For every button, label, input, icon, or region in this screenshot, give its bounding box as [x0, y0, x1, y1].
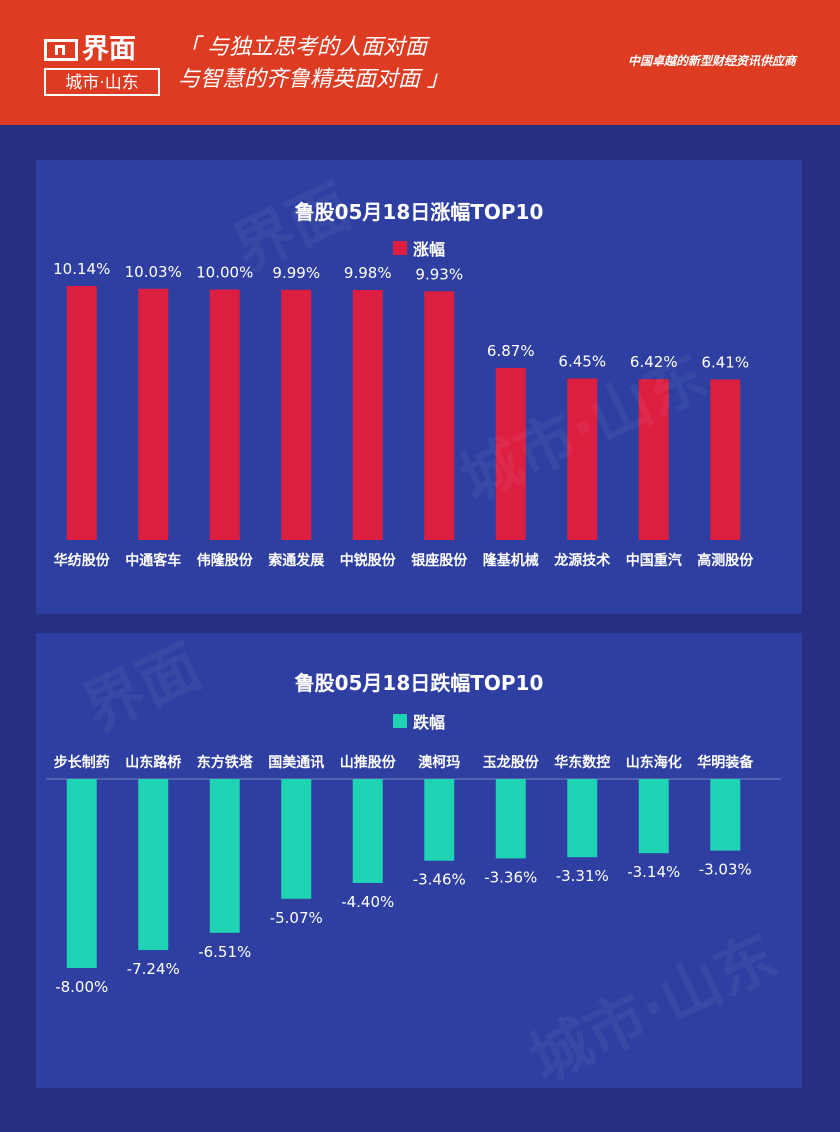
loss-bar	[209, 779, 240, 933]
gain-legend-label: 涨幅	[412, 240, 445, 259]
loss-bar	[281, 779, 312, 899]
loss-data-label: -5.07%	[270, 909, 323, 927]
loss-bar	[495, 779, 526, 859]
loss-category-label: 华明装备	[697, 754, 754, 771]
gain-bar	[209, 289, 240, 540]
gain-bar	[567, 378, 598, 540]
gain-legend-swatch	[392, 241, 407, 255]
loss-category-label: 东方铁塔	[197, 754, 254, 771]
gain-data-label: 10.00%	[196, 264, 253, 282]
loss-bar	[66, 779, 97, 968]
gain-bar	[281, 289, 312, 540]
loss-data-label: -4.40%	[341, 893, 394, 911]
provider-tagline: 中国卓越的新型财经资讯供应商	[627, 54, 796, 68]
gain-data-label: 9.93%	[415, 265, 463, 283]
gain-category-label: 中锐股份	[340, 552, 397, 569]
loss-data-label: -8.00%	[55, 978, 108, 996]
gain-category-label: 华纺股份	[54, 552, 111, 569]
gain-category-label: 中通客车	[125, 552, 181, 569]
gain-bar	[424, 291, 455, 540]
gain-category-label: 龙源技术	[553, 552, 610, 569]
loss-data-label: -3.36%	[484, 868, 537, 886]
gain-data-label: 9.99%	[272, 264, 320, 282]
loss-bar	[352, 779, 383, 883]
gain-bar	[638, 379, 669, 540]
gain-bar	[352, 290, 383, 540]
gain-data-label: 10.14%	[53, 260, 110, 278]
gain-category-label: 隆基机械	[483, 552, 539, 569]
gain-category-label: 中国重汽	[626, 552, 682, 569]
gain-bar	[710, 379, 741, 540]
gain-data-label: 6.87%	[487, 342, 535, 360]
gain-chart-panel: 鲁股05月18日涨幅TOP10 涨幅 10.14% 华纺股份 10.03% 中通客车 1…	[36, 160, 802, 614]
loss-bar	[138, 779, 169, 951]
loss-bar	[567, 779, 598, 858]
gain-data-label: 6.42%	[630, 353, 678, 371]
gain-data-label: 6.41%	[701, 353, 749, 371]
loss-category-label: 华东数控	[554, 754, 610, 771]
loss-data-label: -6.51%	[198, 943, 251, 961]
loss-data-label: -3.03%	[699, 861, 752, 879]
slogan-line-1: 「 与独立思考的人面对面	[178, 35, 427, 60]
loss-category-label: 山东路桥	[125, 754, 182, 771]
loss-bar	[424, 779, 455, 861]
gain-data-label: 9.98%	[344, 264, 392, 282]
loss-bar	[710, 779, 741, 851]
loss-data-label: -7.24%	[127, 960, 180, 978]
gain-data-label: 6.45%	[558, 352, 606, 370]
loss-chart-title: 鲁股05月18日跌幅TOP10	[294, 671, 544, 695]
gain-chart-title: 鲁股05月18日涨幅TOP10	[294, 200, 544, 224]
loss-category-label: 玉龙股份	[483, 754, 540, 771]
loss-category-label: 山东海化	[626, 754, 682, 771]
gain-bar	[138, 288, 169, 540]
loss-data-label: -3.14%	[627, 863, 680, 881]
header-banner: 界面 城市·山东 「 与独立思考的人面对面 与智慧的齐鲁精英面对面 」 中国卓越…	[0, 0, 840, 125]
loss-chart-svg: -8.00% 步长制药 -7.24% 山东路桥 -6.51% 东方铁塔 -5.07% 国美通讯…	[46, 754, 781, 996]
loss-chart-panel: 鲁股05月18日跌幅TOP10 跌幅 -8.00% 步长制药 -7.24% 山东路桥 -…	[36, 633, 802, 1088]
loss-legend-swatch	[392, 714, 407, 728]
logo-title-text: 界面	[82, 34, 136, 65]
slogan-line-2: 与智慧的齐鲁精英面对面 」	[178, 67, 449, 92]
gain-category-label: 伟隆股份	[197, 552, 254, 569]
loss-legend-label: 跌幅	[412, 713, 445, 732]
gain-bar	[495, 367, 526, 540]
gain-category-label: 高测股份	[697, 552, 754, 569]
gain-data-label: 10.03%	[125, 263, 182, 281]
gain-category-label: 银座股份	[411, 552, 468, 569]
loss-data-label: -3.31%	[556, 867, 609, 885]
gain-chart-svg: 10.14% 华纺股份 10.03% 中通客车 10.00% 伟隆股份 9.99% 索通发展 9…	[53, 260, 754, 569]
loss-chart-legend: 跌幅	[36, 709, 802, 733]
gain-bar	[66, 286, 97, 540]
loss-bar	[638, 779, 669, 854]
slogan: 「 与独立思考的人面对面 与智慧的齐鲁精英面对面 」	[178, 32, 449, 96]
logo-title: 界面	[44, 34, 160, 66]
loss-category-label: 澳柯玛	[418, 754, 460, 771]
logo-mark-icon	[44, 39, 78, 61]
loss-category-label: 步长制药	[54, 754, 110, 771]
gain-chart-legend: 涨幅	[36, 236, 802, 260]
loss-category-label: 山推股份	[340, 754, 397, 771]
logo: 界面 城市·山东	[44, 34, 160, 96]
logo-subtitle: 城市·山东	[44, 68, 160, 96]
gain-category-label: 索通发展	[268, 552, 324, 569]
loss-category-label: 国美通讯	[268, 754, 324, 771]
loss-data-label: -3.46%	[413, 871, 466, 889]
